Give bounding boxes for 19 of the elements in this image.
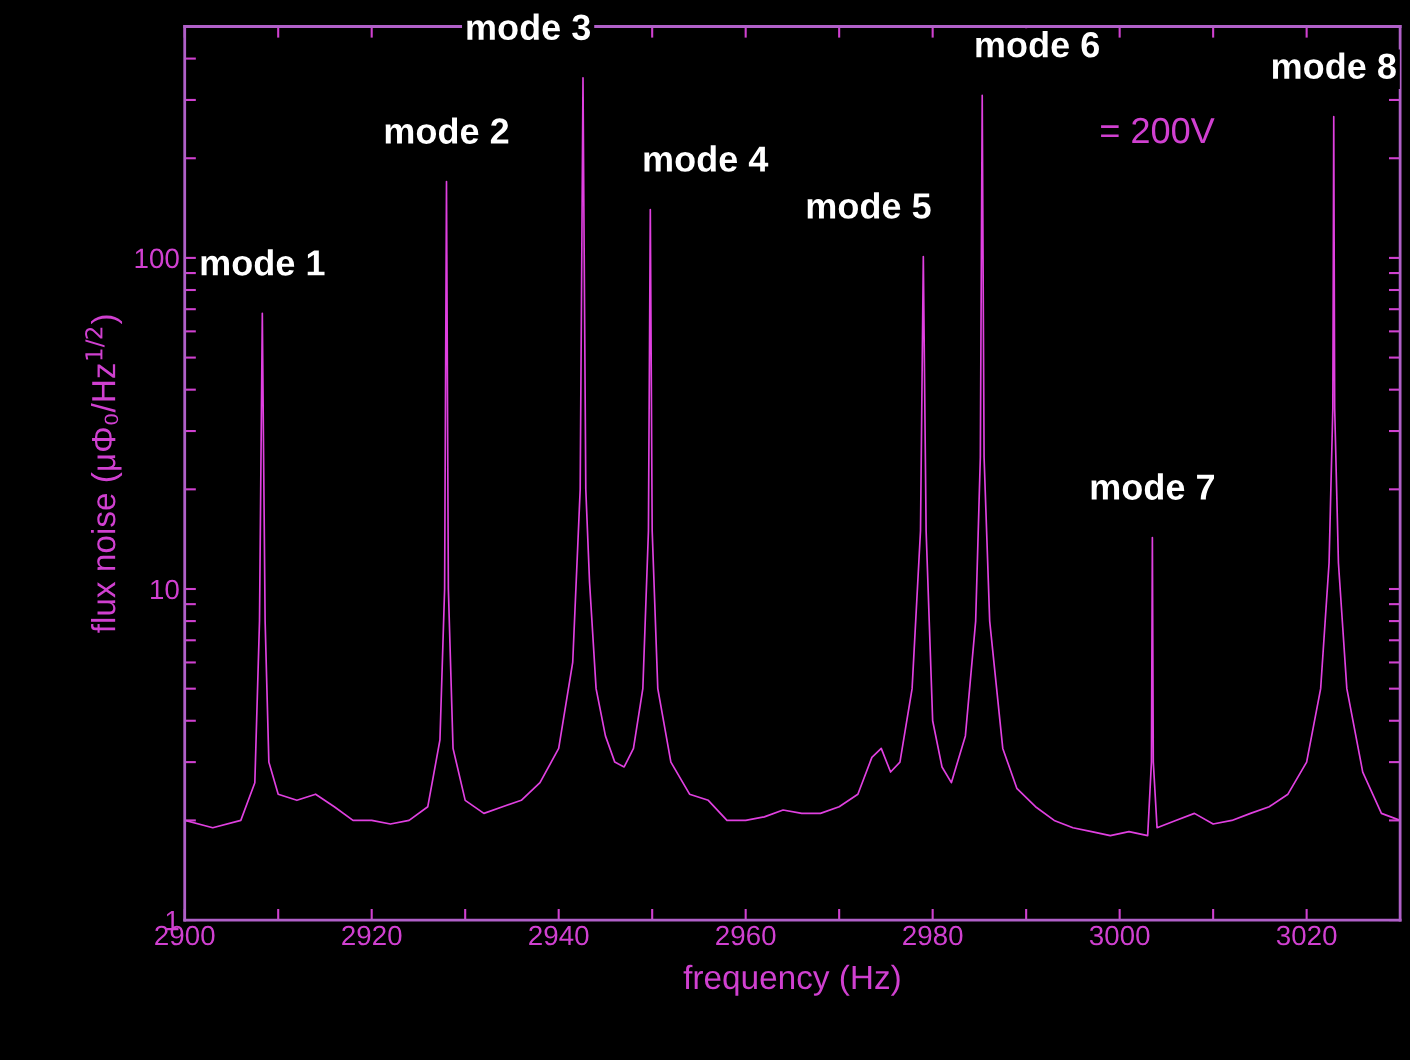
x-tick-label: 3000 (1089, 925, 1150, 946)
annotation: = 200V (1101, 117, 1215, 144)
annotation: mode 5 (807, 192, 931, 219)
y-tick-label: 100 (135, 248, 179, 269)
x-axis-title: frequency (Hz) (683, 964, 900, 996)
x-tick-label: 2960 (716, 925, 776, 946)
y-tick-label: 10 (151, 579, 179, 600)
x-tick-label: 3020 (1276, 925, 1337, 946)
x-tick-label: 2980 (903, 925, 963, 946)
annotation: mode 4 (644, 145, 769, 172)
annotation: mode 2 (385, 117, 509, 144)
x-tick-label: 2920 (342, 925, 402, 946)
annotation: mode 8 (1272, 52, 1396, 80)
y-axis-title: flux noise (μΦ₀/Hz$^{1/2}$) (85, 315, 123, 633)
annotation: mode 1 (201, 249, 325, 276)
annotation: mode 6 (976, 31, 1099, 58)
x-tick-label: 2940 (529, 925, 589, 946)
annotation: mode 7 (1091, 473, 1214, 500)
annotation: mode 3 (467, 13, 591, 41)
